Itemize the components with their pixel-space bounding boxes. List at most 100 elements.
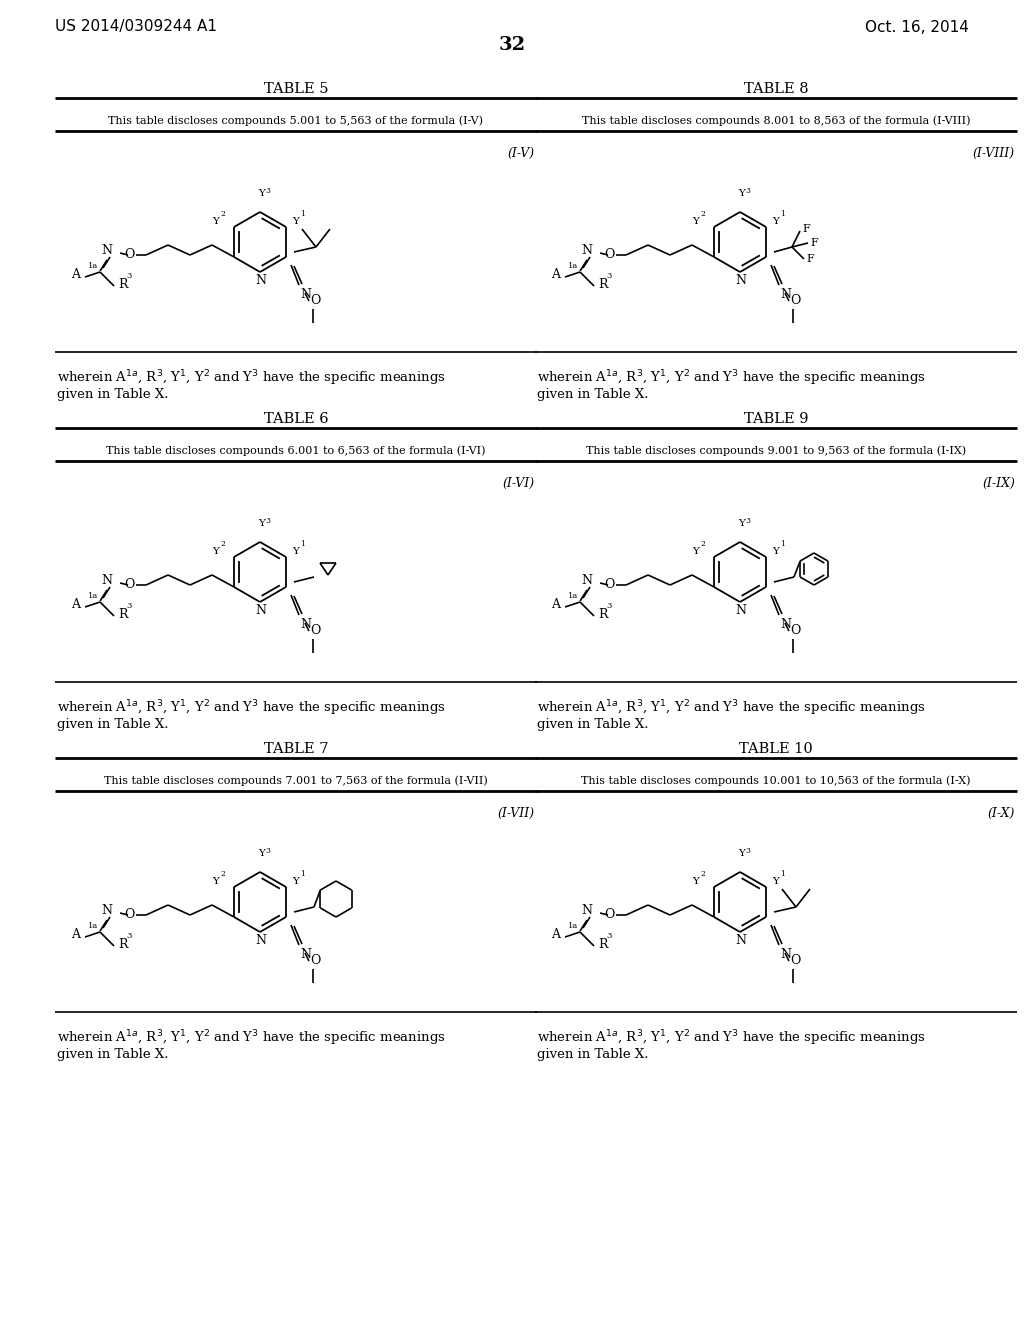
Text: A: A — [551, 268, 560, 281]
Text: This table discloses compounds 7.001 to 7,563 of the formula (I-VII): This table discloses compounds 7.001 to … — [104, 775, 487, 785]
Text: O: O — [790, 294, 801, 308]
Text: This table discloses compounds 6.001 to 6,563 of the formula (I-VI): This table discloses compounds 6.001 to … — [106, 445, 485, 455]
Text: 1: 1 — [780, 540, 784, 548]
Text: TABLE 5: TABLE 5 — [264, 82, 329, 96]
Text: R: R — [118, 277, 128, 290]
Text: F: F — [802, 224, 810, 234]
Text: 2: 2 — [220, 540, 225, 548]
Text: 1a: 1a — [568, 921, 579, 931]
Text: Y: Y — [772, 878, 779, 887]
Text: O: O — [604, 248, 615, 260]
Text: 3: 3 — [126, 602, 131, 610]
Text: 3: 3 — [265, 517, 270, 525]
Text: Oct. 16, 2014: Oct. 16, 2014 — [865, 20, 969, 34]
Text: 2: 2 — [700, 870, 705, 878]
Text: given in Table X.: given in Table X. — [537, 388, 648, 401]
Text: 1a: 1a — [568, 261, 579, 271]
Text: 3: 3 — [265, 187, 270, 195]
Text: TABLE 6: TABLE 6 — [264, 412, 329, 426]
Text: Y: Y — [292, 218, 299, 227]
Text: O: O — [604, 578, 615, 590]
Text: N: N — [780, 288, 791, 301]
Text: Y: Y — [212, 218, 219, 227]
Text: N: N — [581, 244, 592, 257]
Text: 3: 3 — [606, 272, 611, 280]
Text: A: A — [71, 598, 80, 610]
Text: 2: 2 — [220, 870, 225, 878]
Text: R: R — [598, 607, 607, 620]
Text: wherein A$^{1a}$, R$^3$, Y$^1$, Y$^2$ and Y$^3$ have the specific meanings: wherein A$^{1a}$, R$^3$, Y$^1$, Y$^2$ an… — [57, 368, 445, 388]
Text: N: N — [735, 935, 746, 946]
Text: Y: Y — [258, 189, 265, 198]
Text: O: O — [125, 908, 135, 920]
Text: O: O — [310, 624, 321, 638]
Text: 3: 3 — [606, 602, 611, 610]
Text: wherein A$^{1a}$, R$^3$, Y$^1$, Y$^2$ and Y$^3$ have the specific meanings: wherein A$^{1a}$, R$^3$, Y$^1$, Y$^2$ an… — [57, 1028, 445, 1048]
Text: TABLE 8: TABLE 8 — [743, 82, 808, 96]
Text: A: A — [551, 928, 560, 940]
Text: N: N — [256, 605, 266, 616]
Text: N: N — [780, 618, 791, 631]
Text: (I-VII): (I-VII) — [498, 807, 535, 820]
Text: 3: 3 — [745, 187, 750, 195]
Text: N: N — [101, 574, 112, 587]
Text: This table discloses compounds 5.001 to 5,563 of the formula (I-V): This table discloses compounds 5.001 to … — [109, 115, 483, 125]
Text: O: O — [125, 248, 135, 260]
Text: Y: Y — [292, 878, 299, 887]
Text: US 2014/0309244 A1: US 2014/0309244 A1 — [55, 20, 217, 34]
Text: R: R — [598, 937, 607, 950]
Text: N: N — [581, 574, 592, 587]
Text: Y: Y — [738, 849, 744, 858]
Text: N: N — [735, 605, 746, 616]
Text: 3: 3 — [126, 272, 131, 280]
Text: given in Table X.: given in Table X. — [57, 718, 169, 731]
Text: O: O — [125, 578, 135, 590]
Text: wherein A$^{1a}$, R$^3$, Y$^1$, Y$^2$ and Y$^3$ have the specific meanings: wherein A$^{1a}$, R$^3$, Y$^1$, Y$^2$ an… — [57, 698, 445, 718]
Text: Y: Y — [772, 548, 779, 557]
Text: N: N — [780, 948, 791, 961]
Text: 3: 3 — [606, 932, 611, 940]
Text: R: R — [118, 937, 128, 950]
Text: 3: 3 — [745, 847, 750, 855]
Text: R: R — [598, 277, 607, 290]
Text: 2: 2 — [220, 210, 225, 218]
Text: This table discloses compounds 10.001 to 10,563 of the formula (I-X): This table discloses compounds 10.001 to… — [582, 775, 971, 785]
Text: N: N — [735, 275, 746, 286]
Text: 3: 3 — [126, 932, 131, 940]
Text: 2: 2 — [700, 540, 705, 548]
Text: 1: 1 — [300, 210, 305, 218]
Text: 1a: 1a — [88, 591, 98, 601]
Text: N: N — [300, 618, 311, 631]
Text: N: N — [256, 935, 266, 946]
Text: 3: 3 — [265, 847, 270, 855]
Text: 32: 32 — [499, 36, 525, 54]
Text: O: O — [310, 954, 321, 968]
Text: wherein A$^{1a}$, R$^3$, Y$^1$, Y$^2$ and Y$^3$ have the specific meanings: wherein A$^{1a}$, R$^3$, Y$^1$, Y$^2$ an… — [537, 1028, 926, 1048]
Text: 1: 1 — [780, 210, 784, 218]
Text: TABLE 9: TABLE 9 — [743, 412, 808, 426]
Text: R: R — [118, 607, 128, 620]
Text: given in Table X.: given in Table X. — [57, 388, 169, 401]
Text: N: N — [256, 275, 266, 286]
Text: (I-X): (I-X) — [987, 807, 1015, 820]
Text: 2: 2 — [700, 210, 705, 218]
Text: O: O — [790, 624, 801, 638]
Text: Y: Y — [772, 218, 779, 227]
Text: O: O — [604, 908, 615, 920]
Text: TABLE 7: TABLE 7 — [264, 742, 329, 756]
Text: 1: 1 — [300, 540, 305, 548]
Text: Y: Y — [738, 189, 744, 198]
Text: A: A — [71, 268, 80, 281]
Text: given in Table X.: given in Table X. — [57, 1048, 169, 1061]
Text: N: N — [581, 904, 592, 917]
Text: O: O — [310, 294, 321, 308]
Text: TABLE 10: TABLE 10 — [739, 742, 813, 756]
Text: N: N — [300, 948, 311, 961]
Text: 3: 3 — [745, 517, 750, 525]
Text: 1a: 1a — [88, 921, 98, 931]
Text: Y: Y — [738, 519, 744, 528]
Text: This table discloses compounds 9.001 to 9,563 of the formula (I-IX): This table discloses compounds 9.001 to … — [586, 445, 966, 455]
Text: A: A — [551, 598, 560, 610]
Text: 1: 1 — [780, 870, 784, 878]
Text: (I-V): (I-V) — [508, 147, 535, 160]
